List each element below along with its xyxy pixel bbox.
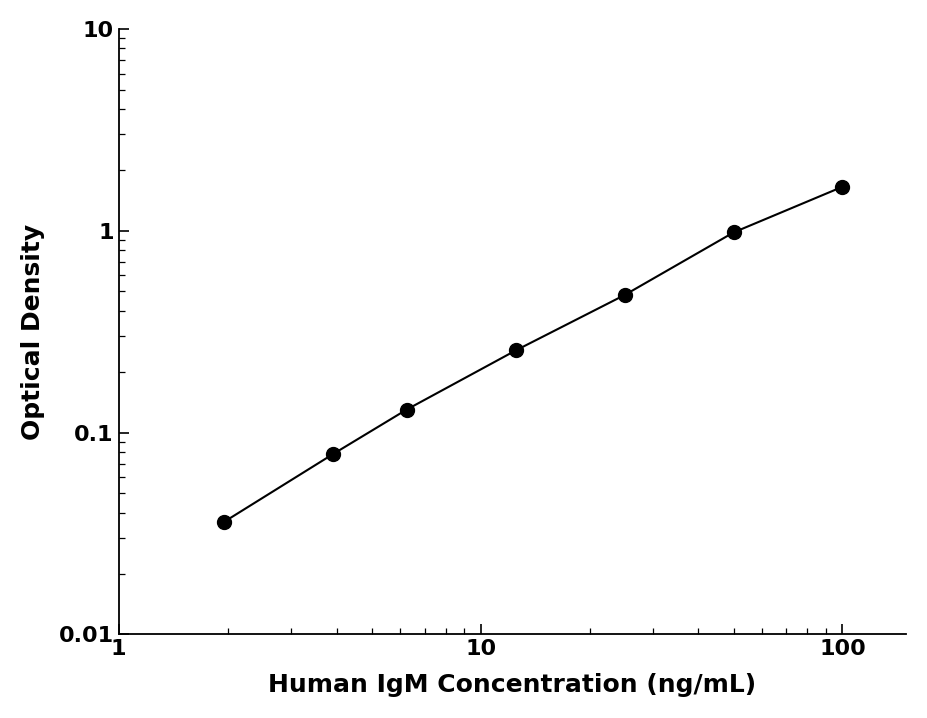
X-axis label: Human IgM Concentration (ng/mL): Human IgM Concentration (ng/mL) (269, 673, 756, 697)
Y-axis label: Optical Density: Optical Density (20, 223, 44, 439)
